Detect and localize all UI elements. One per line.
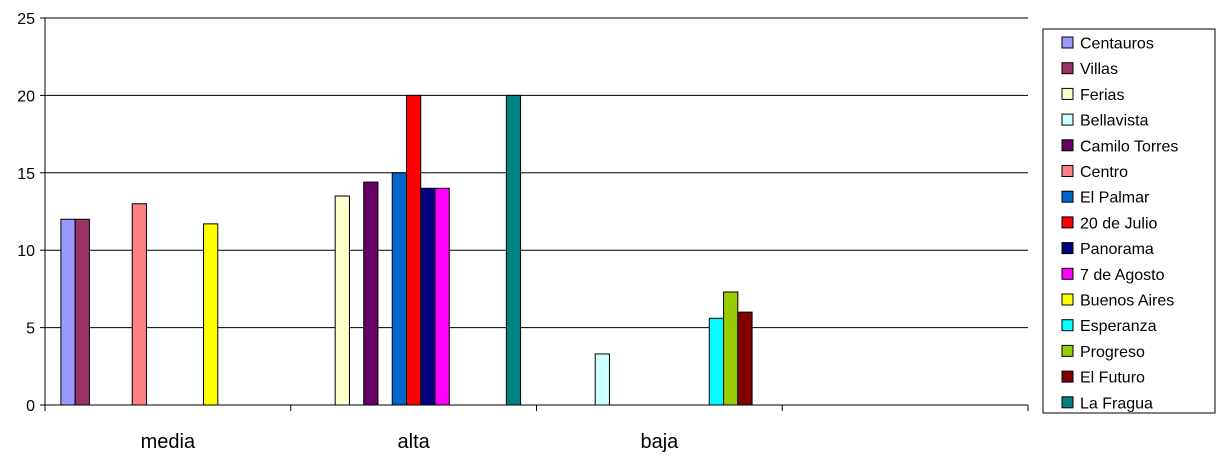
legend-swatch bbox=[1061, 319, 1074, 332]
legend-label: Esperanza bbox=[1080, 318, 1157, 335]
y-tick-label: 5 bbox=[26, 321, 35, 338]
axes: 0 5 10 15 20 25 media alta baja bbox=[17, 11, 1029, 453]
bar-el-palmar bbox=[391, 172, 407, 406]
legend-swatch bbox=[1061, 216, 1074, 229]
legend-label: 20 de Julio bbox=[1080, 215, 1157, 232]
bar-esperanza bbox=[708, 317, 725, 406]
bar-centro bbox=[131, 203, 147, 406]
bar-el-futuro bbox=[737, 311, 753, 406]
legend-swatch bbox=[1061, 267, 1074, 280]
bar-progreso bbox=[723, 291, 739, 406]
legend-swatch bbox=[1061, 344, 1074, 357]
legend-swatch bbox=[1061, 165, 1074, 177]
legend-label: Buenos Aires bbox=[1080, 293, 1174, 310]
legend-label: Villas bbox=[1080, 61, 1118, 78]
gridlines bbox=[45, 17, 1028, 329]
legend-label: Progreso bbox=[1080, 344, 1145, 361]
legend-label: 7 de Agosto bbox=[1080, 267, 1165, 284]
legend-swatch bbox=[1061, 370, 1074, 383]
legend-label: La Fragua bbox=[1080, 395, 1153, 412]
legend-swatch bbox=[1061, 62, 1074, 75]
category-label: baja bbox=[640, 431, 679, 453]
legend-label: Ferias bbox=[1080, 87, 1124, 104]
category-label: media bbox=[141, 431, 196, 453]
bar-7-de-agosto bbox=[434, 187, 450, 406]
legend-swatch bbox=[1061, 113, 1074, 126]
legend-swatch bbox=[1061, 139, 1074, 152]
legend-label: El Palmar bbox=[1080, 190, 1150, 207]
legend-label: Bellavista bbox=[1080, 113, 1149, 130]
y-tick-label: 20 bbox=[17, 88, 35, 105]
legend-swatch bbox=[1061, 293, 1074, 306]
bar-centauros bbox=[60, 218, 76, 406]
legend-label: Centauros bbox=[1080, 36, 1154, 53]
bar-villas bbox=[74, 218, 90, 406]
legend-swatch bbox=[1061, 242, 1074, 255]
y-tick-label: 10 bbox=[17, 243, 35, 260]
bar-buenos-aires bbox=[203, 223, 219, 406]
legend-swatch bbox=[1061, 396, 1074, 409]
bar-camilo-torres bbox=[363, 181, 379, 406]
bar-bellavista bbox=[594, 353, 610, 406]
legend-swatch bbox=[1061, 190, 1074, 203]
legend: Centauros Villas Ferias Bellavista Camilo To… bbox=[1042, 28, 1216, 414]
y-tick-label: 15 bbox=[17, 166, 35, 183]
bar-panorama bbox=[420, 187, 436, 406]
legend-label: Camilo Torres bbox=[1080, 138, 1178, 155]
y-tick-label: 25 bbox=[17, 11, 35, 28]
legend-swatch bbox=[1061, 36, 1074, 49]
legend-label: El Futuro bbox=[1080, 370, 1145, 387]
legend-swatch bbox=[1061, 87, 1074, 100]
legend-label: Centro bbox=[1080, 164, 1128, 181]
bar-20-de-julio bbox=[405, 94, 422, 406]
legend-label: Panorama bbox=[1080, 241, 1154, 258]
category-label: alta bbox=[398, 431, 431, 453]
bar-la-fragua bbox=[505, 94, 522, 406]
bar-ferias bbox=[334, 195, 350, 406]
y-tick-label: 0 bbox=[26, 398, 35, 415]
